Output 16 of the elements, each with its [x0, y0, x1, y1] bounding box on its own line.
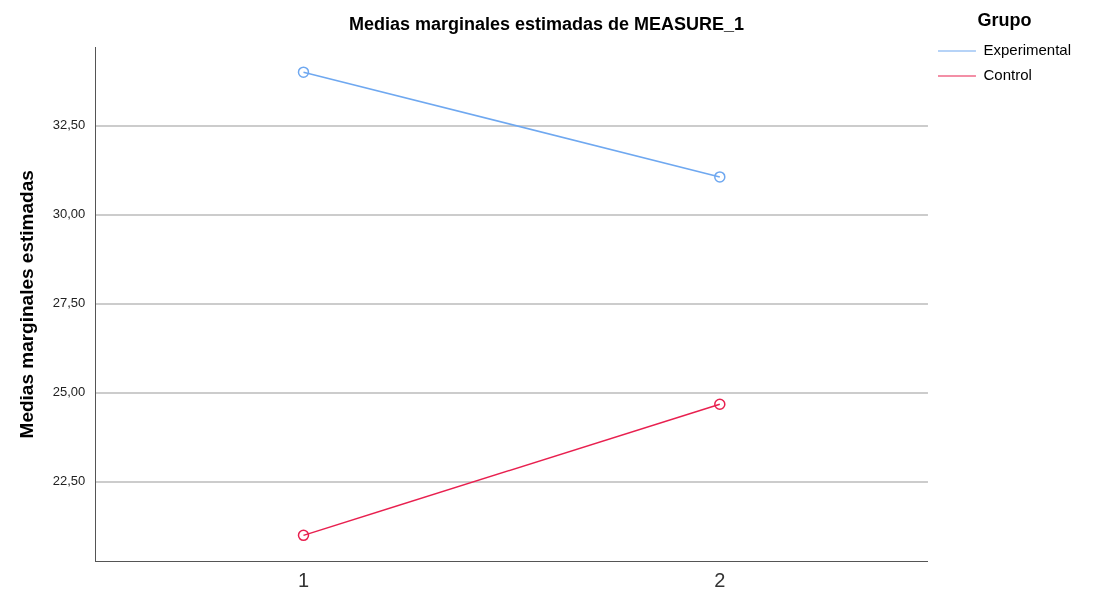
y-tick-label: 22,50: [52, 473, 86, 489]
point: [297, 66, 310, 78]
point: [714, 398, 726, 410]
y-tick-label: 25,00: [52, 384, 86, 400]
y-tick-label: 27,50: [52, 295, 86, 311]
x-tick-label: 2: [714, 568, 726, 591]
legend-label: Control: [983, 66, 1032, 84]
x-tick-label: 1: [297, 568, 310, 591]
legend-title: Grupo: [977, 9, 1032, 30]
point: [714, 171, 726, 183]
point: [297, 529, 310, 542]
y-tick-label: 30,00: [52, 206, 86, 222]
y-tick-label: 32,50: [52, 117, 86, 133]
chart-title: Medias marginales estimadas de MEASURE_1: [348, 13, 745, 34]
legend-label: Experimental: [983, 41, 1072, 59]
y-axis-title: Medias marginales estimadas: [15, 170, 37, 439]
